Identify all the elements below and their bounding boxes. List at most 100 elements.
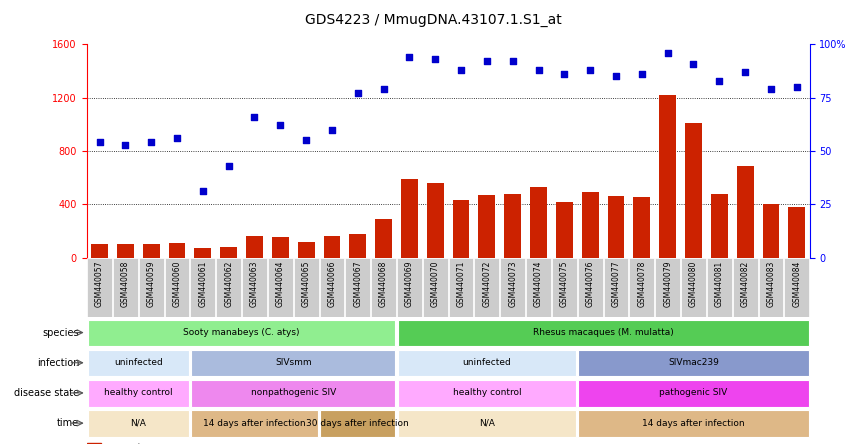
Text: GSM440079: GSM440079 [663,261,672,307]
Text: GSM440075: GSM440075 [560,261,569,307]
Bar [87,320,396,346]
Point [713,77,727,84]
Bar [733,258,758,317]
Text: GSM440078: GSM440078 [637,261,646,307]
Bar [685,123,701,258]
Text: 30 days after infection: 30 days after infection [307,419,409,428]
Text: Sooty manabeys (C. atys): Sooty manabeys (C. atys) [184,328,300,337]
Bar [656,258,680,317]
Point [351,90,365,97]
Text: N/A: N/A [479,419,494,428]
Bar [681,258,706,317]
Text: GSM440072: GSM440072 [482,261,491,307]
Text: GSM440073: GSM440073 [508,261,517,307]
Text: GDS4223 / MmugDNA.43107.1.S1_at: GDS4223 / MmugDNA.43107.1.S1_at [305,13,561,28]
Text: infection: infection [37,358,80,368]
Bar [397,258,422,317]
Text: species: species [42,328,80,337]
Bar [608,196,624,258]
Bar [272,237,288,258]
Bar [220,247,237,258]
Bar [788,207,805,258]
Text: GSM440060: GSM440060 [172,261,182,307]
Text: GSM440081: GSM440081 [714,261,724,307]
Bar [246,236,263,258]
Bar [604,258,629,317]
Point [635,71,649,78]
Point [661,49,675,56]
Bar [449,258,474,317]
Bar [191,410,318,437]
Text: GSM440058: GSM440058 [121,261,130,307]
Text: GSM440070: GSM440070 [430,261,440,307]
Bar [397,380,576,407]
Point [790,83,804,91]
Point [274,122,288,129]
Point [299,137,313,144]
Text: GSM440059: GSM440059 [146,261,156,307]
Text: 14 days after infection: 14 days after infection [643,419,745,428]
Bar [117,244,133,258]
Bar [242,258,267,317]
Bar [479,195,495,258]
Bar [397,410,576,437]
Text: GSM440082: GSM440082 [740,261,750,307]
Point [145,139,158,146]
Text: GSM440076: GSM440076 [585,261,595,307]
Text: uninfected: uninfected [113,358,163,367]
Point [609,73,623,80]
Bar [87,410,189,437]
Bar [294,258,319,317]
Bar [527,258,551,317]
Point [429,56,443,63]
Bar [346,258,370,317]
Bar [530,187,547,258]
Text: SIVsmm: SIVsmm [275,358,312,367]
Bar [552,258,577,317]
Point [558,71,572,78]
Bar [397,350,576,377]
Text: Rhesus macaques (M. mulatta): Rhesus macaques (M. mulatta) [533,328,674,337]
Text: healthy control: healthy control [453,388,521,397]
Point [454,67,468,74]
Bar [582,192,598,258]
Point [93,139,107,146]
Bar [633,197,650,258]
Bar [423,258,448,317]
Bar [320,410,396,437]
Bar [87,380,189,407]
Bar [139,258,164,317]
Bar [165,258,190,317]
Text: uninfected: uninfected [462,358,511,367]
Text: SIVmac239: SIVmac239 [668,358,719,367]
Text: GSM440061: GSM440061 [198,261,207,307]
Bar [401,179,417,258]
Bar [191,380,396,407]
Point [687,60,701,67]
Text: GSM440068: GSM440068 [379,261,388,307]
Bar [578,350,809,377]
Bar [427,183,443,258]
Text: GSM440062: GSM440062 [224,261,233,307]
Bar [320,258,345,317]
Bar [578,380,809,407]
Bar [91,244,108,258]
Text: GSM440080: GSM440080 [689,261,698,307]
Bar [475,258,500,317]
Point [403,54,417,61]
Bar [216,258,241,317]
Point [764,86,778,93]
Bar [195,248,211,258]
Point [170,135,184,142]
Text: nonpathogenic SIV: nonpathogenic SIV [250,388,336,397]
Bar [349,234,366,258]
Text: disease state: disease state [14,388,80,398]
Bar [113,258,138,317]
Bar [372,258,396,317]
Point [248,113,262,120]
Bar [659,95,676,258]
Point [480,58,494,65]
Text: GSM440069: GSM440069 [405,261,414,307]
Text: GSM440074: GSM440074 [534,261,543,307]
Bar [737,166,753,258]
